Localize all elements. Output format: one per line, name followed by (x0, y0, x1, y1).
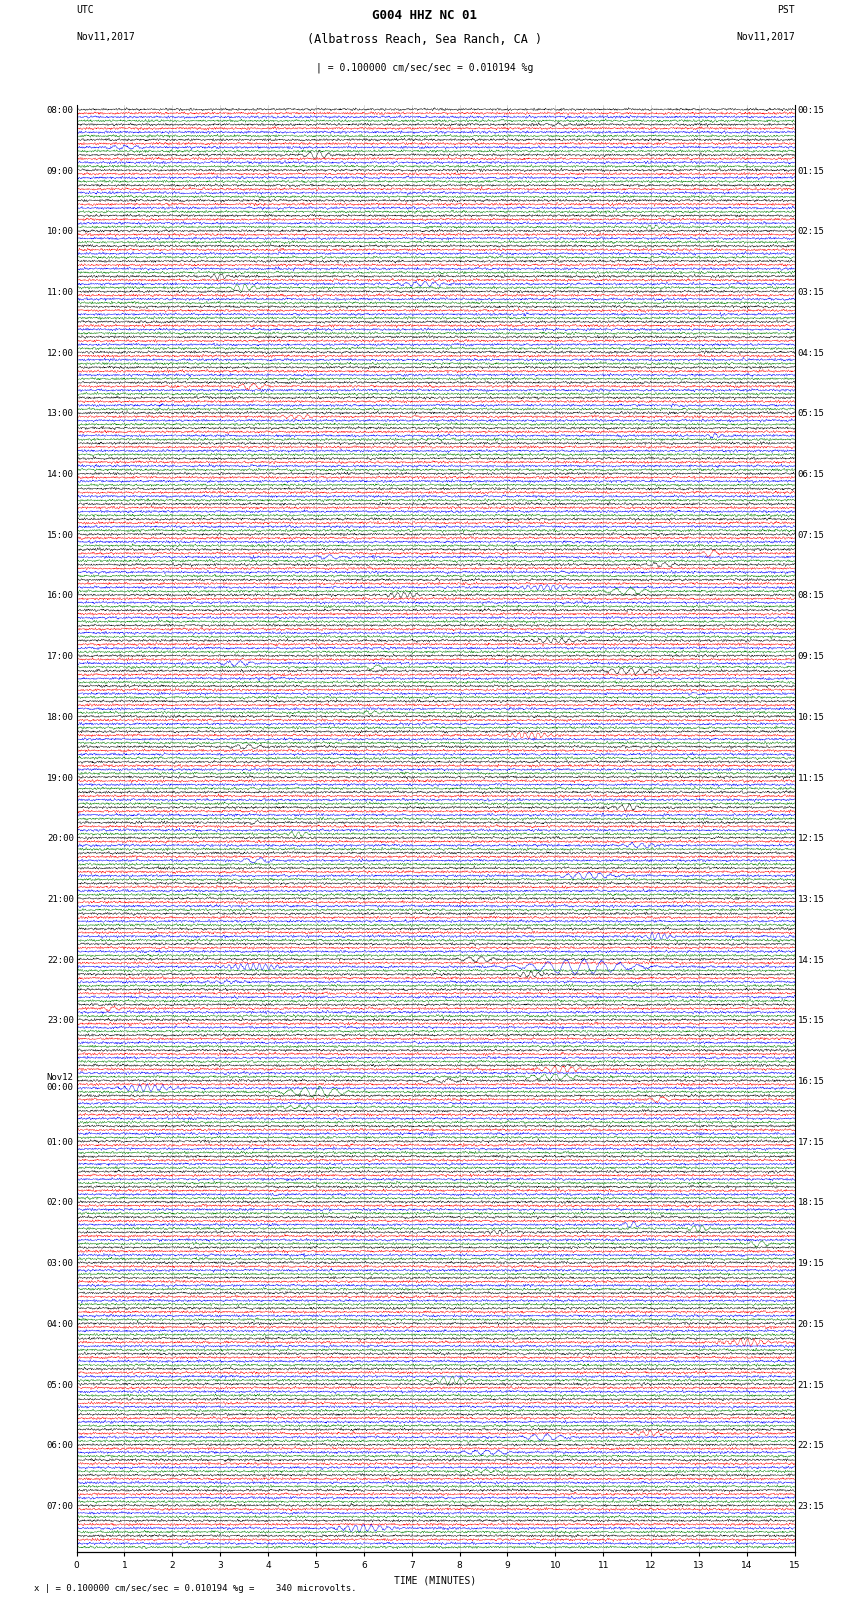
Text: | = 0.100000 cm/sec/sec = 0.010194 %g: | = 0.100000 cm/sec/sec = 0.010194 %g (316, 63, 534, 74)
Text: G004 HHZ NC 01: G004 HHZ NC 01 (372, 10, 478, 23)
Text: x | = 0.100000 cm/sec/sec = 0.010194 %g =    340 microvolts.: x | = 0.100000 cm/sec/sec = 0.010194 %g … (34, 1584, 356, 1594)
Text: Nov11,2017: Nov11,2017 (76, 32, 135, 42)
Text: PST: PST (777, 5, 795, 16)
Text: UTC: UTC (76, 5, 94, 16)
Text: (Albatross Reach, Sea Ranch, CA ): (Albatross Reach, Sea Ranch, CA ) (308, 34, 542, 47)
Text: Nov11,2017: Nov11,2017 (736, 32, 795, 42)
X-axis label: TIME (MINUTES): TIME (MINUTES) (394, 1576, 477, 1586)
